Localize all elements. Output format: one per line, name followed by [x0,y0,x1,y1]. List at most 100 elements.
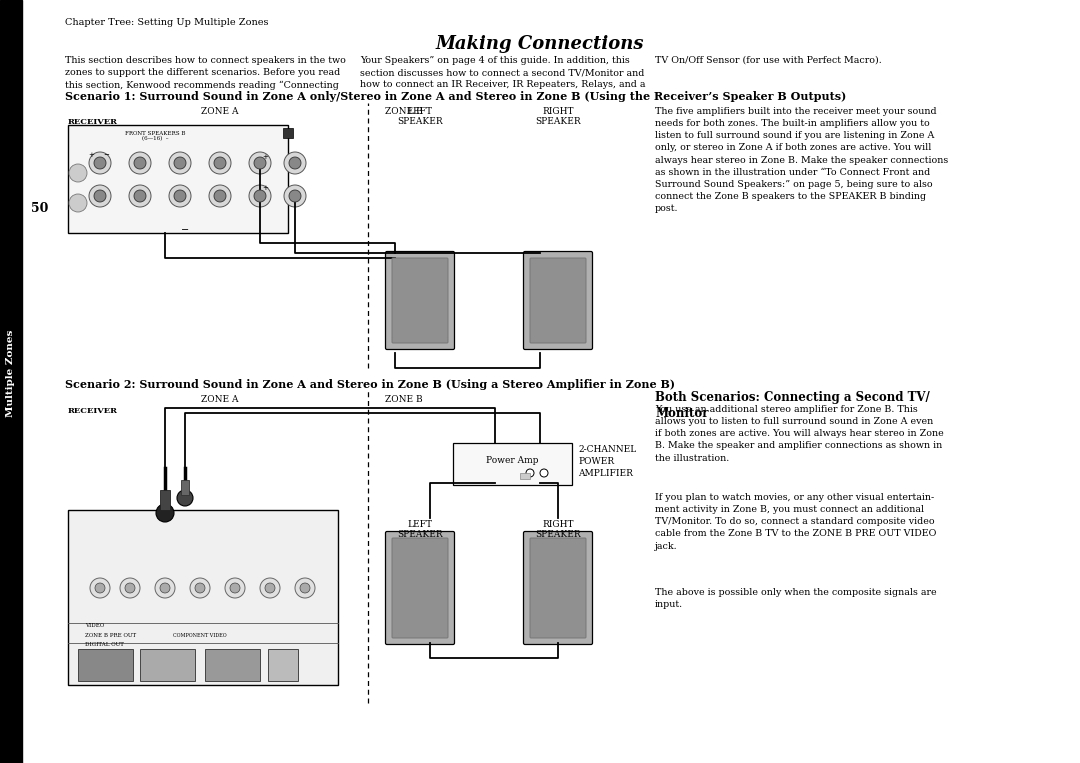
Circle shape [120,578,140,598]
FancyBboxPatch shape [392,258,448,343]
Circle shape [95,583,105,593]
Text: +: + [262,154,268,160]
Circle shape [214,157,226,169]
Bar [205,649,260,681]
Bar [78,649,133,681]
Text: This section describes how to connect speakers in the two
zones to support the d: This section describes how to connect sp… [65,56,346,90]
Text: TV On/Off Sensor (for use with Perfect Macro).: TV On/Off Sensor (for use with Perfect M… [654,56,881,65]
FancyBboxPatch shape [453,443,572,485]
Circle shape [90,578,110,598]
Circle shape [134,157,146,169]
Circle shape [230,583,240,593]
Circle shape [134,190,146,202]
Circle shape [190,578,210,598]
Circle shape [225,578,245,598]
Text: Scenario 1: Surround Sound in Zone A only/Stereo in Zone A and Stereo in Zone B : Scenario 1: Surround Sound in Zone A onl… [65,91,847,102]
Text: ZONE B: ZONE B [384,395,422,404]
FancyBboxPatch shape [530,538,586,638]
Text: Chapter Tree: Setting Up Multiple Zones: Chapter Tree: Setting Up Multiple Zones [65,18,269,27]
FancyBboxPatch shape [524,252,593,349]
Circle shape [300,583,310,593]
Circle shape [254,190,266,202]
Circle shape [168,152,191,174]
Circle shape [289,190,301,202]
Circle shape [260,578,280,598]
Circle shape [125,583,135,593]
Bar [0,0,22,763]
Circle shape [249,152,271,174]
Bar [160,490,170,510]
Text: RECEIVER: RECEIVER [68,407,118,415]
Text: LEFT
SPEAKER: LEFT SPEAKER [397,107,443,127]
Circle shape [177,490,193,506]
Circle shape [69,194,87,212]
Text: RIGHT
SPEAKER: RIGHT SPEAKER [536,107,581,127]
Circle shape [254,157,266,169]
Bar [68,510,338,685]
Text: Multiple Zones: Multiple Zones [6,330,15,417]
Circle shape [129,152,151,174]
Text: LEFT
SPEAKER: LEFT SPEAKER [397,520,443,539]
Circle shape [174,190,186,202]
Text: Making Connections: Making Connections [435,35,645,53]
Text: RIGHT
SPEAKER: RIGHT SPEAKER [536,520,581,539]
Text: Power Amp: Power Amp [486,456,538,465]
Text: ZONE A: ZONE A [201,107,239,116]
Circle shape [129,185,151,207]
Text: If you plan to watch movies, or any other visual entertain-
ment activity in Zon: If you plan to watch movies, or any othe… [654,493,936,551]
Text: Your Speakers” on page 4 of this guide. In addition, this
section discusses how : Your Speakers” on page 4 of this guide. … [360,56,646,89]
Text: You use an additional stereo amplifier for Zone B. This
allows you to listen to : You use an additional stereo amplifier f… [654,405,944,462]
Bar [519,473,530,479]
Text: ZONE B PRE OUT: ZONE B PRE OUT [85,633,136,638]
Bar [268,649,298,681]
Bar [181,480,189,495]
Circle shape [265,583,275,593]
Circle shape [89,185,111,207]
Circle shape [214,190,226,202]
Circle shape [249,185,271,207]
Text: −: − [103,152,109,158]
FancyBboxPatch shape [524,532,593,645]
Circle shape [195,583,205,593]
Text: FRONT SPEAKERS B: FRONT SPEAKERS B [125,131,186,136]
FancyBboxPatch shape [530,258,586,343]
Circle shape [160,583,170,593]
Circle shape [284,185,306,207]
Circle shape [168,185,191,207]
Circle shape [210,185,231,207]
Text: +: + [89,152,94,158]
Circle shape [540,469,548,477]
Text: Both Scenarios: Connecting a Second TV/
Monitor: Both Scenarios: Connecting a Second TV/ … [654,391,930,420]
Text: Scenario 2: Surround Sound in Zone A and Stereo in Zone B (Using a Stereo Amplif: Scenario 2: Surround Sound in Zone A and… [65,379,675,390]
Circle shape [295,578,315,598]
Circle shape [94,190,106,202]
FancyBboxPatch shape [386,252,455,349]
Bar [140,649,195,681]
Text: 2-CHANNEL
POWER
AMPLIFIER: 2-CHANNEL POWER AMPLIFIER [578,445,636,478]
Text: −: − [181,225,189,235]
Text: ZONE B: ZONE B [384,107,422,116]
Text: The above is possible only when the composite signals are
input.: The above is possible only when the comp… [654,588,936,609]
Text: COMPONENT VIDEO: COMPONENT VIDEO [173,633,227,638]
Text: 50: 50 [31,201,49,214]
Circle shape [156,578,175,598]
Circle shape [156,504,174,522]
Bar [283,128,293,138]
Circle shape [69,164,87,182]
Circle shape [94,157,106,169]
Text: +: + [262,185,268,191]
Circle shape [210,152,231,174]
Circle shape [174,157,186,169]
Circle shape [289,157,301,169]
Text: DIGITAL OUT: DIGITAL OUT [85,642,124,647]
FancyBboxPatch shape [392,538,448,638]
Bar [68,125,288,233]
Circle shape [526,469,534,477]
Text: VIDEO: VIDEO [85,623,105,628]
Text: ZONE A: ZONE A [201,395,239,404]
Text: The five amplifiers built into the receiver meet your sound
needs for both zones: The five amplifiers built into the recei… [654,107,948,213]
Text: (6—16)  –: (6—16) – [141,136,168,141]
Circle shape [284,152,306,174]
Text: RECEIVER: RECEIVER [68,118,118,126]
Circle shape [89,152,111,174]
